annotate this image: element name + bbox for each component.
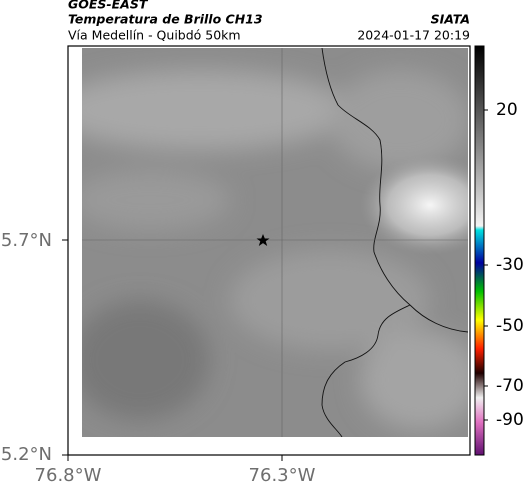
satellite-image [82, 48, 468, 437]
region: Vía Medellín - Quibdó 50km [68, 28, 241, 43]
colorbar-label: -90 [496, 410, 524, 430]
lat-label: 5.7°N [1, 230, 52, 251]
timestamp: 2024-01-17 20:19 [357, 28, 470, 43]
colorbar-label: 20 [496, 100, 518, 120]
title: GOES-EAST [68, 0, 149, 12]
lon-label: 76.3°W [249, 465, 316, 486]
colorbar-label: -70 [496, 376, 524, 396]
source: SIATA [431, 12, 470, 27]
subtitle: Temperatura de Brillo CH13 [68, 12, 263, 27]
lon-label: 76.8°W [35, 465, 102, 486]
colorbar-label: -30 [496, 255, 524, 275]
lat-label: 5.2°N [1, 444, 52, 465]
colorbar-label: -50 [496, 316, 524, 336]
colorbar [474, 45, 485, 456]
map-frame [67, 45, 471, 456]
